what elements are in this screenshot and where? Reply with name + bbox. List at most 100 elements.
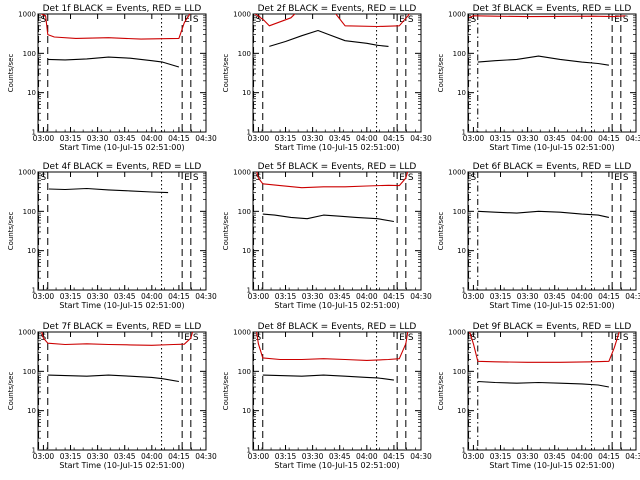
x-axis-label: Start Time (10-Jul-15 02:51:00): [59, 461, 184, 470]
x-tick-label: 04:30: [625, 292, 640, 301]
time-marker-label: E: [184, 333, 190, 343]
lld-series-line: [40, 14, 191, 40]
x-tick-label: 03:45: [329, 292, 351, 301]
time-marker-label: S: [471, 333, 477, 343]
y-tick-label: 10: [242, 89, 251, 97]
x-tick-label: 03:30: [87, 292, 109, 301]
x-axis-label: Start Time (10-Jul-15 02:51:00): [59, 301, 184, 310]
y-tick-label: 100: [238, 208, 251, 216]
time-marker-label: E: [399, 15, 405, 25]
y-tick-label: 1000: [233, 11, 251, 19]
chart-title: Det 7f BLACK = Events, RED = LLD: [43, 322, 202, 332]
events-series-line: [48, 187, 169, 194]
x-tick-label: 03:00: [248, 134, 270, 143]
x-tick-label: 03:15: [275, 452, 297, 461]
events-series-line: [47, 56, 180, 68]
x-tick-label: 04:15: [168, 452, 190, 461]
x-tick-label: 04:15: [383, 292, 405, 301]
time-marker-label: S: [623, 173, 629, 183]
time-marker-label: S: [408, 333, 414, 343]
y-tick-label: 1000: [18, 11, 36, 19]
x-tick-label: 04:30: [195, 292, 217, 301]
x-tick-label: 04:30: [625, 452, 640, 461]
x-tick-label: 04:00: [141, 134, 163, 143]
plot-frame: [37, 171, 207, 291]
x-tick-label: 04:00: [141, 452, 163, 461]
y-axis-label: Counts/sec: [437, 372, 445, 411]
chart-title: Det 5f BLACK = Events, RED = LLD: [258, 162, 417, 172]
plot-frame: [467, 331, 637, 451]
y-tick-label: 100: [23, 368, 36, 376]
x-tick-label: 03:00: [463, 292, 485, 301]
y-tick-label: 1000: [448, 11, 466, 19]
y-tick-label: 10: [457, 407, 466, 415]
x-tick-label: 03:30: [517, 134, 539, 143]
time-marker-label: S: [256, 333, 262, 343]
time-marker-label: S: [41, 173, 47, 183]
y-tick-label: 1: [462, 129, 466, 137]
x-tick-label: 03:15: [60, 134, 82, 143]
x-tick-label: 04:30: [195, 134, 217, 143]
time-marker-label: S: [256, 15, 262, 25]
panel-7: Det 7f BLACK = Events, RED = LLD Start Ti…: [7, 322, 217, 470]
chart-title: Det 8f BLACK = Events, RED = LLD: [258, 322, 417, 332]
y-tick-label: 1: [247, 287, 251, 295]
x-tick-label: 04:30: [410, 452, 432, 461]
chart-title: Det 6f BLACK = Events, RED = LLD: [473, 162, 632, 172]
y-tick-label: 1: [32, 129, 36, 137]
plot-frame: [467, 13, 637, 133]
x-tick-label: 04:00: [356, 134, 378, 143]
events-series-line: [477, 380, 610, 388]
lld-series-line: [255, 332, 409, 361]
x-tick-label: 03:45: [114, 292, 136, 301]
x-axis-label: Start Time (10-Jul-15 02:51:00): [489, 301, 614, 310]
panel-4: Det 4f BLACK = Events, RED = LLD Start Ti…: [7, 162, 217, 310]
plot-frame: [37, 331, 207, 451]
y-axis-label: Counts/sec: [7, 372, 15, 411]
y-tick-label: 100: [23, 50, 36, 58]
plot-frame: [252, 13, 422, 133]
y-tick-label: 1: [247, 129, 251, 137]
events-series-line: [269, 29, 389, 47]
x-tick-label: 03:00: [248, 292, 270, 301]
chart-title: Det 1f BLACK = Events, RED = LLD: [43, 4, 202, 14]
time-marker-label: S: [408, 173, 414, 183]
panel-3: Det 3f BLACK = Events, RED = LLD Start Ti…: [437, 4, 640, 152]
x-tick-label: 03:15: [60, 292, 82, 301]
x-tick-label: 03:15: [490, 292, 512, 301]
panel-6: Det 6f BLACK = Events, RED = LLD Start Ti…: [437, 162, 640, 310]
time-marker-label: S: [193, 173, 199, 183]
y-tick-label: 1000: [233, 329, 251, 337]
y-tick-label: 10: [27, 247, 36, 255]
y-tick-label: 1: [247, 447, 251, 455]
events-series-line: [47, 374, 179, 383]
x-tick-label: 03:45: [544, 452, 566, 461]
panel-2: Det 2f BLACK = Events, RED = LLD Start Ti…: [222, 4, 432, 152]
chart-title: Det 2f BLACK = Events, RED = LLD: [258, 4, 417, 14]
x-tick-label: 03:00: [463, 134, 485, 143]
x-axis-label: Start Time (10-Jul-15 02:51:00): [489, 461, 614, 470]
panel-9-series-group: [469, 332, 620, 388]
x-tick-label: 03:45: [114, 452, 136, 461]
y-tick-label: 10: [27, 407, 36, 415]
time-marker-label: S: [193, 15, 199, 25]
time-marker-label: S: [623, 15, 629, 25]
y-tick-label: 10: [27, 89, 36, 97]
y-axis-label: Counts/sec: [437, 54, 445, 93]
panel-8: Det 8f BLACK = Events, RED = LLD Start Ti…: [222, 322, 432, 470]
time-marker-label: S: [408, 15, 414, 25]
y-axis-label: Counts/sec: [7, 54, 15, 93]
x-tick-label: 04:15: [598, 452, 620, 461]
events-series-line: [477, 210, 610, 218]
lld-series-line: [469, 332, 620, 363]
x-tick-label: 03:30: [302, 452, 324, 461]
x-tick-label: 04:30: [410, 292, 432, 301]
time-marker-label: S: [623, 333, 629, 343]
chart-title: Det 4f BLACK = Events, RED = LLD: [43, 162, 202, 172]
y-tick-label: 1: [32, 447, 36, 455]
panel-1-series-group: [40, 14, 191, 68]
time-marker-label: E: [399, 333, 405, 343]
x-tick-label: 04:00: [356, 452, 378, 461]
x-tick-label: 04:15: [168, 134, 190, 143]
x-tick-label: 03:00: [33, 134, 55, 143]
